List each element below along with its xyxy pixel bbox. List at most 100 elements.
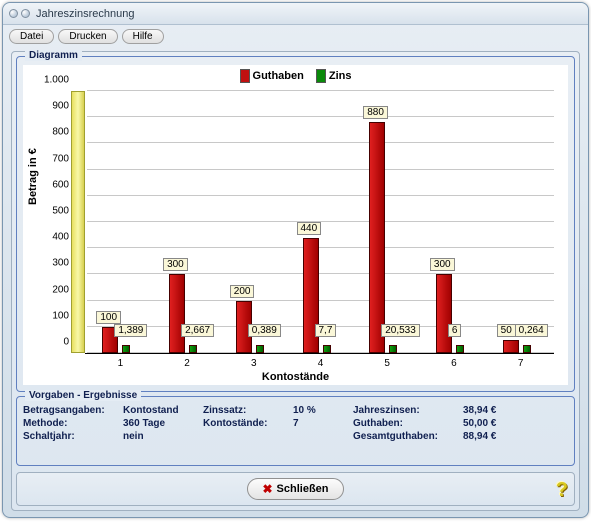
bar-zins — [456, 345, 464, 353]
grid-line — [87, 90, 554, 91]
grid-line — [87, 247, 554, 248]
window-controls[interactable] — [9, 9, 30, 18]
bar-label-zins: 1,389 — [114, 324, 147, 337]
bar-label-guthaben: 50 — [497, 324, 516, 337]
grid-line — [87, 273, 554, 274]
window-control-dot[interactable] — [21, 9, 30, 18]
legend-swatch-guthaben — [240, 69, 250, 83]
blank — [203, 431, 293, 442]
bar-guthaben — [369, 122, 385, 353]
bar-zins — [122, 345, 130, 353]
value-kontostaende: 7 — [293, 418, 353, 429]
bar-label-guthaben: 880 — [363, 106, 388, 119]
ytick-label: 600 — [35, 179, 69, 190]
bar-label-guthaben: 300 — [430, 258, 455, 271]
legend-item-zins: Zins — [316, 69, 352, 83]
grid-line — [87, 169, 554, 170]
ytick-label: 800 — [35, 127, 69, 138]
bar-zins — [389, 345, 397, 353]
label-methode: Methode: — [23, 418, 123, 429]
chart-area: Guthaben Zins Betrag in € Kontostände 01… — [23, 65, 568, 385]
legend-item-guthaben: Guthaben — [240, 69, 304, 83]
window-control-dot[interactable] — [9, 9, 18, 18]
yaxis-pillar — [71, 91, 85, 353]
content-panel: Diagramm Guthaben Zins Betrag in € Konto… — [11, 51, 580, 511]
ytick-label: 700 — [35, 153, 69, 164]
bar-label-guthaben: 100 — [96, 311, 121, 324]
value-methode: 360 Tage — [123, 418, 203, 429]
label-guthaben: Guthaben: — [353, 418, 463, 429]
results-grid: Betragsangaben: Kontostand Zinssatz: 10 … — [23, 405, 568, 442]
close-button[interactable]: ✖ Schließen — [247, 478, 343, 500]
xtick-label: 2 — [184, 358, 190, 369]
label-zinssatz: Zinssatz: — [203, 405, 293, 416]
grid-line — [87, 195, 554, 196]
bar-label-zins: 2,667 — [181, 324, 214, 337]
bar-label-guthaben: 200 — [230, 285, 255, 298]
value-schaltjahr: nein — [123, 431, 203, 442]
close-label: Schließen — [277, 483, 329, 495]
bar-zins — [323, 345, 331, 353]
app-window: Jahreszinsrechnung Datei Drucken Hilfe D… — [2, 2, 589, 518]
ytick-label: 400 — [35, 232, 69, 243]
value-zinssatz: 10 % — [293, 405, 353, 416]
value-guthaben: 50,00 € — [463, 418, 568, 429]
value-gesamtguthaben: 88,94 € — [463, 431, 568, 442]
bar-label-zins: 20,533 — [381, 324, 420, 337]
bar-label-zins: 6 — [448, 324, 462, 337]
menubar: Datei Drucken Hilfe — [3, 25, 588, 47]
chart-plot: 01002003004005006007008009001.00011001,3… — [87, 91, 554, 353]
footer-bar: ✖ Schließen ? — [16, 472, 575, 506]
bar-label-guthaben: 300 — [163, 258, 188, 271]
xtick-label: 1 — [118, 358, 124, 369]
chart-floor — [85, 353, 554, 354]
label-kontostaende: Kontostände: — [203, 418, 293, 429]
grid-line — [87, 116, 554, 117]
menu-datei[interactable]: Datei — [9, 29, 54, 44]
window-title: Jahreszinsrechnung — [36, 8, 134, 20]
menu-drucken[interactable]: Drucken — [58, 29, 117, 44]
menu-hilfe[interactable]: Hilfe — [122, 29, 164, 44]
legend-label-guthaben: Guthaben — [253, 70, 304, 82]
close-icon: ✖ — [262, 482, 272, 496]
legend-swatch-zins — [316, 69, 326, 83]
label-betragsangaben: Betragsangaben: — [23, 405, 123, 416]
bar-guthaben — [503, 340, 519, 353]
blank — [293, 431, 353, 442]
bar-zins — [523, 345, 531, 353]
label-schaltjahr: Schaltjahr: — [23, 431, 123, 442]
xtick-label: 3 — [251, 358, 257, 369]
ytick-label: 500 — [35, 206, 69, 217]
bar-label-zins: 0,264 — [515, 324, 548, 337]
diagram-legend: Diagramm — [25, 50, 82, 61]
ytick-label: 200 — [35, 284, 69, 295]
ytick-label: 0 — [35, 337, 69, 348]
xtick-label: 5 — [384, 358, 390, 369]
help-icon[interactable]: ? — [556, 479, 568, 502]
bar-zins — [189, 345, 197, 353]
results-legend: Vorgaben - Ergebnisse — [25, 390, 141, 401]
chart-legend: Guthaben Zins — [23, 69, 568, 83]
bar-guthaben — [436, 274, 452, 353]
grid-line — [87, 352, 554, 353]
grid-line — [87, 142, 554, 143]
grid-line — [87, 300, 554, 301]
value-betragsangaben: Kontostand — [123, 405, 203, 416]
xtick-label: 7 — [518, 358, 524, 369]
results-fieldset: Vorgaben - Ergebnisse Betragsangaben: Ko… — [16, 396, 575, 466]
bar-zins — [256, 345, 264, 353]
ytick-label: 1.000 — [35, 75, 69, 86]
bar-guthaben — [169, 274, 185, 353]
label-jahreszinsen: Jahreszinsen: — [353, 405, 463, 416]
ytick-label: 900 — [35, 101, 69, 112]
xtick-label: 4 — [318, 358, 324, 369]
diagram-fieldset: Diagramm Guthaben Zins Betrag in € Konto… — [16, 56, 575, 392]
legend-label-zins: Zins — [329, 70, 352, 82]
ytick-label: 100 — [35, 310, 69, 321]
chart-xlabel: Kontostände — [23, 371, 568, 383]
titlebar[interactable]: Jahreszinsrechnung — [3, 3, 588, 25]
value-jahreszinsen: 38,94 € — [463, 405, 568, 416]
ytick-label: 300 — [35, 258, 69, 269]
xtick-label: 6 — [451, 358, 457, 369]
bar-label-zins: 0,389 — [248, 324, 281, 337]
